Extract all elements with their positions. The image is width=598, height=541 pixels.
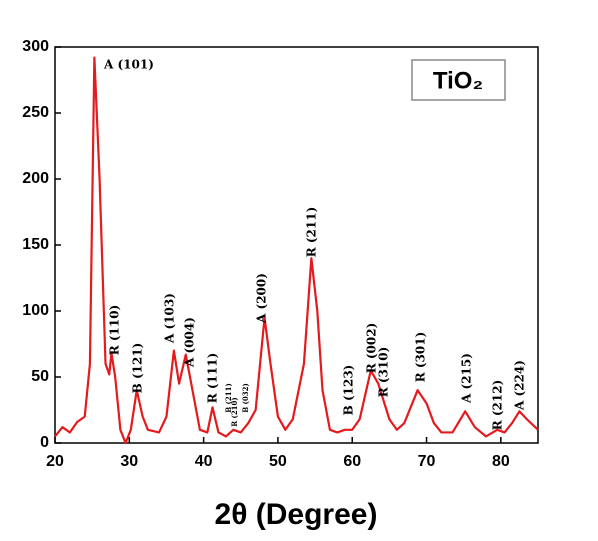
- peak-label: A (103): [163, 293, 177, 344]
- peak-label: A (224): [513, 360, 527, 411]
- y-tick-label: 250: [22, 104, 49, 121]
- peak-label: A (004): [183, 317, 197, 368]
- y-tick-label: 150: [22, 236, 49, 253]
- x-tick-label: 70: [418, 453, 436, 470]
- peak-label: R (110): [108, 305, 122, 356]
- data-line: [54, 56, 539, 445]
- peak-label: B (211): [224, 383, 233, 413]
- peak-label: A (200): [255, 273, 269, 324]
- peak-label: R (310): [377, 347, 391, 398]
- x-tick-label: 80: [492, 453, 510, 470]
- peak-label: A (101): [103, 58, 154, 72]
- x-tick-label: 60: [343, 453, 361, 470]
- y-tick-label: 300: [22, 38, 49, 55]
- peak-label: R (211): [305, 207, 319, 258]
- y-tick-label: 100: [22, 302, 49, 319]
- y-tick-label: 50: [31, 368, 49, 385]
- peak-label: R (111): [206, 353, 220, 404]
- peak-label: R (301): [414, 332, 428, 383]
- peak-label: R (210): [230, 397, 239, 427]
- peak-label: A (215): [460, 353, 474, 404]
- peak-label: R (002): [365, 323, 379, 374]
- legend-box: [411, 59, 506, 101]
- peak-label: B (121): [131, 343, 145, 394]
- y-tick-label: 200: [22, 170, 49, 187]
- x-tick-label: 20: [46, 453, 64, 470]
- x-axis-label: 2θ (Degree): [215, 498, 378, 531]
- peak-label: R (212): [491, 380, 505, 431]
- chart-title: TiO₂: [433, 67, 483, 94]
- peak-label: B (032): [241, 383, 250, 413]
- x-tick-label: 50: [269, 453, 287, 470]
- x-tick-label: 30: [120, 453, 138, 470]
- peak-label: B (123): [342, 365, 356, 416]
- y-tick-label: 0: [40, 434, 49, 451]
- x-tick-label: 40: [195, 453, 213, 470]
